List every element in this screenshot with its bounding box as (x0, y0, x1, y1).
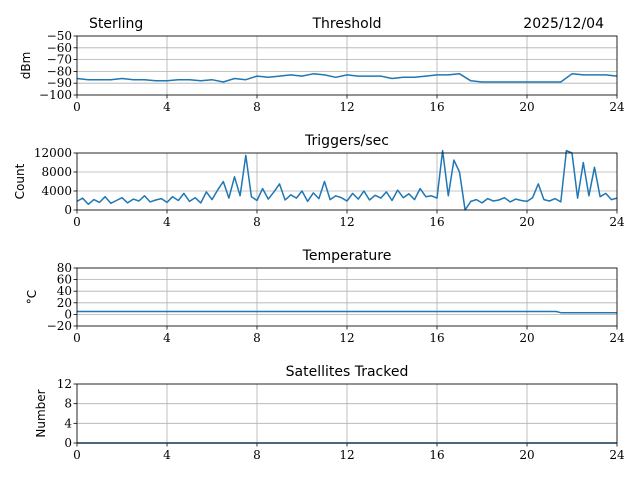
y-tick-label: −70 (47, 53, 72, 67)
y-tick-label: −100 (39, 88, 72, 102)
chart-title: Triggers/sec (304, 133, 389, 149)
y-tick-label: 40 (57, 284, 72, 298)
y-axis-label: dBm (19, 52, 33, 80)
y-tick-label: 8000 (41, 165, 72, 179)
x-tick-label: 24 (609, 215, 625, 229)
axes-frame (76, 35, 618, 96)
x-tick-label: 8 (253, 331, 261, 345)
date-label: 2025/12/04 (523, 16, 604, 32)
y-tick-label: 4000 (41, 184, 72, 198)
x-tick-label: 20 (519, 331, 534, 345)
x-tick-label: 16 (429, 100, 444, 114)
x-tick-label: 20 (519, 448, 534, 462)
series-line (76, 73, 618, 83)
y-tick-label: −50 (47, 29, 72, 43)
y-tick-label: 4 (64, 416, 72, 430)
y-tick-label: 8 (64, 397, 72, 411)
y-tick-label: −20 (47, 319, 72, 333)
chart-title: Satellites Tracked (286, 364, 409, 380)
x-tick-label: 0 (73, 100, 81, 114)
x-tick-label: 12 (339, 448, 354, 462)
x-tick-label: 8 (253, 215, 261, 229)
y-tick-label: 20 (57, 296, 72, 310)
x-tick-label: 0 (73, 215, 81, 229)
y-axis-label: °C (25, 290, 39, 304)
y-tick-label: 0 (64, 203, 72, 217)
y-axis-label: Count (13, 163, 27, 199)
axes-frame (76, 267, 618, 327)
y-tick-label: −60 (47, 41, 72, 55)
y-tick-label: 0 (64, 436, 72, 450)
y-tick-label: −80 (47, 64, 72, 78)
series-line (76, 149, 618, 211)
chart-title: Threshold (312, 16, 382, 32)
series-line (77, 310, 617, 314)
y-tick-label: −90 (47, 76, 72, 90)
y-axis-label: Number (34, 389, 48, 437)
y-tick-label: 12000 (34, 146, 72, 160)
x-tick-label: 8 (253, 448, 261, 462)
x-tick-label: 20 (519, 215, 534, 229)
x-tick-label: 24 (609, 448, 625, 462)
x-tick-label: 16 (429, 215, 444, 229)
chart-title: Temperature (302, 248, 392, 264)
y-tick-label: 60 (57, 273, 72, 287)
x-tick-label: 24 (609, 331, 625, 345)
axes-frame (76, 152, 618, 211)
y-tick-label: 0 (64, 307, 72, 321)
x-tick-label: 16 (429, 331, 444, 345)
x-tick-label: 20 (519, 100, 534, 114)
y-tick-label: 12 (57, 377, 72, 391)
x-tick-label: 12 (339, 100, 354, 114)
x-tick-label: 24 (609, 100, 625, 114)
x-tick-label: 4 (163, 215, 171, 229)
x-tick-label: 12 (339, 331, 354, 345)
axes-frame (76, 383, 618, 444)
x-tick-label: 4 (163, 100, 171, 114)
x-tick-label: 4 (163, 448, 171, 462)
x-tick-label: 4 (163, 331, 171, 345)
station-label: Sterling (89, 16, 143, 32)
x-tick-label: 12 (339, 215, 354, 229)
y-tick-label: 80 (57, 261, 72, 275)
x-tick-label: 16 (429, 448, 444, 462)
x-tick-label: 0 (73, 448, 81, 462)
x-tick-label: 8 (253, 100, 261, 114)
x-tick-label: 0 (73, 331, 81, 345)
